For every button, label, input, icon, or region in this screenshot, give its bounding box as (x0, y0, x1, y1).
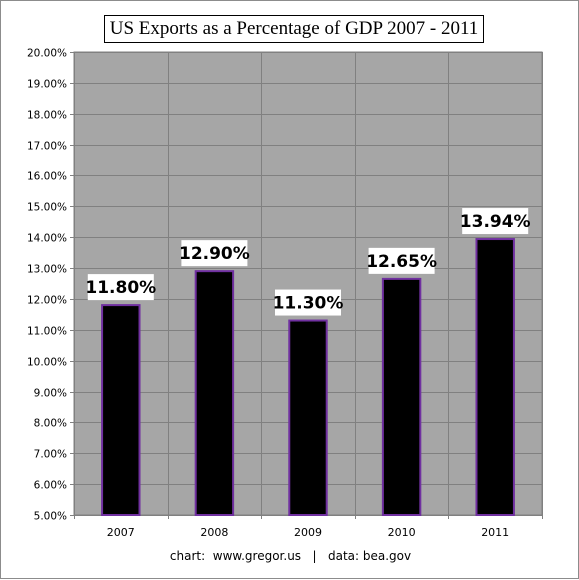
data-label-box (181, 240, 248, 267)
y-tick-label: 8.00% (34, 418, 67, 430)
y-tick-label: 17.00% (27, 141, 67, 153)
y-tick-label: 16.00% (27, 171, 67, 183)
bar (288, 319, 328, 517)
x-tick-label: 2010 (388, 526, 416, 539)
data-label: 11.80% (85, 278, 156, 298)
x-tick-label: 2008 (200, 526, 228, 539)
x-tick-label: 2007 (107, 526, 135, 539)
x-tick-label: 2009 (294, 526, 322, 539)
y-tick-label: 15.00% (27, 202, 67, 214)
y-tick-label: 12.00% (27, 295, 67, 307)
y-tick-label: 13.00% (27, 264, 67, 276)
data-label-box (275, 289, 341, 316)
bar (475, 238, 515, 516)
chart-source-note: chart: www.gregor.us | data: bea.gov (169, 549, 412, 563)
y-tick-label: 10.00% (27, 357, 67, 369)
bar (194, 270, 235, 516)
data-label-box (87, 274, 154, 301)
y-tick-label: 6.00% (34, 480, 67, 492)
y-tick-label: 20.00% (27, 48, 67, 60)
data-label: 12.90% (179, 244, 250, 264)
bar (381, 277, 422, 516)
data-label: 12.65% (366, 252, 437, 272)
y-tick-label: 5.00% (34, 511, 67, 523)
y-tick-label: 14.00% (27, 233, 67, 245)
data-label: 11.30% (273, 294, 344, 314)
data-label: 13.94% (460, 212, 531, 232)
y-tick-label: 9.00% (34, 388, 67, 400)
data-label-box (462, 208, 529, 235)
y-tick-label: 19.00% (27, 79, 67, 91)
x-tick-label: 2011 (481, 526, 509, 539)
y-tick-label: 7.00% (34, 449, 67, 461)
y-tick-label: 18.00% (27, 110, 67, 122)
chart-title: US Exports as a Percentage of GDP 2007 -… (104, 15, 484, 43)
data-label-box (368, 247, 435, 274)
bar (101, 304, 141, 516)
y-tick-label: 11.00% (27, 326, 67, 338)
